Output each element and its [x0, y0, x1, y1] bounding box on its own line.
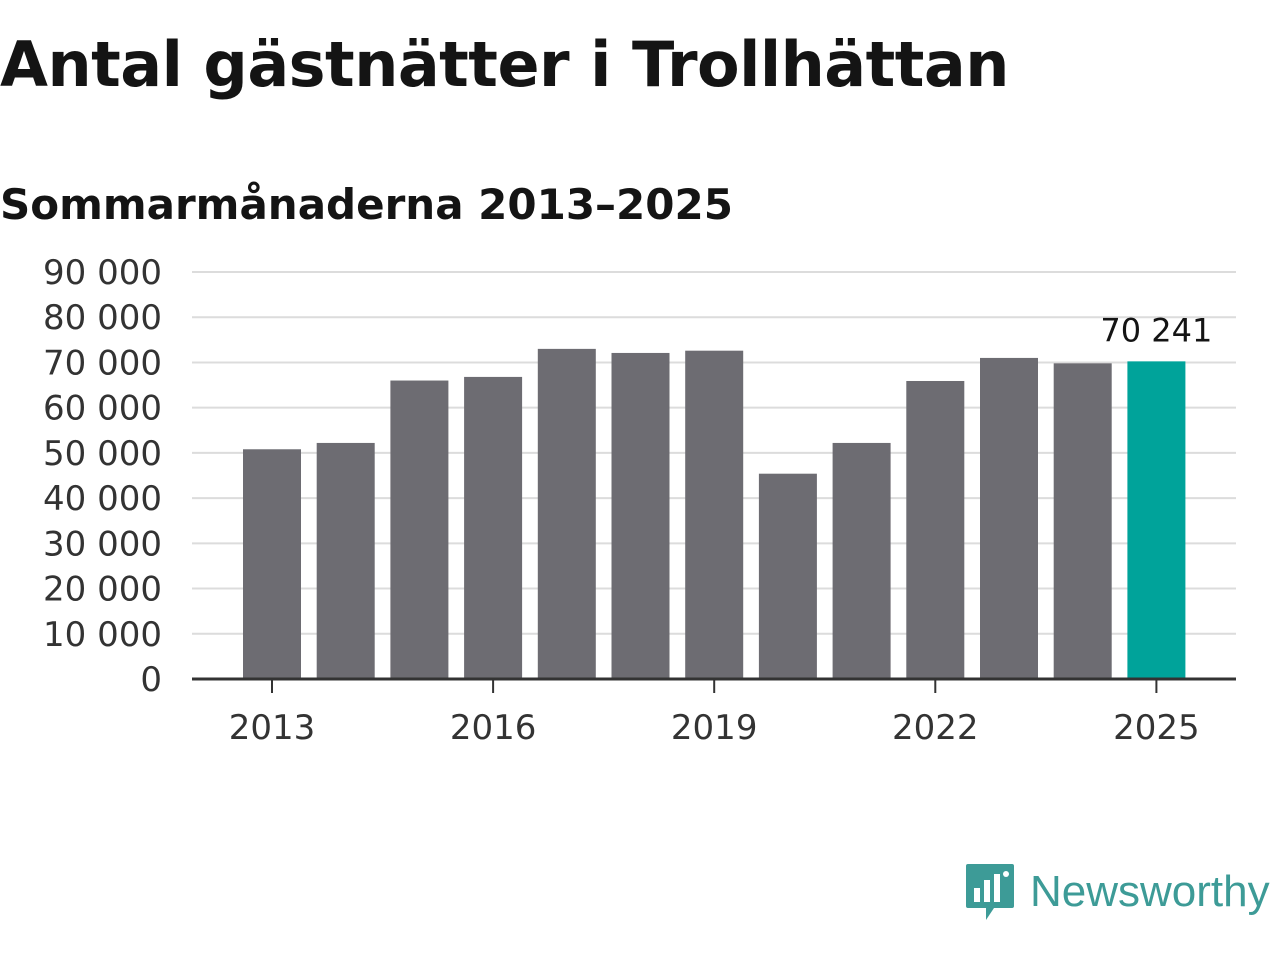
y-tick-label: 20 000 [43, 570, 162, 610]
newsworthy-logo: Newsworthy [964, 862, 1270, 922]
x-tick-label: 2025 [1113, 708, 1200, 748]
x-axis-tick-labels: 2013 2016 2019 2022 2025 [229, 708, 1200, 748]
bar-2022 [906, 380, 965, 679]
y-tick-label: 90 000 [43, 253, 162, 293]
bar-2021 [832, 442, 891, 679]
bar-2025 [1127, 361, 1186, 679]
bar-2020 [758, 473, 817, 679]
newsworthy-bar-chart-icon [966, 864, 1014, 920]
x-tick-label: 2013 [229, 708, 316, 748]
bar-2015 [390, 380, 449, 679]
bar-2018 [611, 352, 670, 679]
bars [243, 348, 1186, 679]
bar-2016 [464, 376, 523, 679]
bar-2024 [1053, 363, 1112, 679]
y-tick-label: 80 000 [43, 298, 162, 338]
y-tick-label: 40 000 [43, 479, 162, 519]
x-tick-label: 2016 [450, 708, 537, 748]
x-tick-label: 2019 [671, 708, 758, 748]
x-tick-label: 2022 [892, 708, 979, 748]
y-tick-label: 30 000 [43, 524, 162, 564]
y-tick-label: 10 000 [43, 615, 162, 655]
bar-2014 [316, 442, 375, 679]
y-tick-label: 70 000 [43, 343, 162, 383]
chart-subtitle: Sommarmånaderna 2013–2025 [0, 180, 733, 229]
y-tick-label: 0 [140, 660, 162, 700]
y-tick-label: 50 000 [43, 434, 162, 474]
y-axis-tick-labels: 0 10 000 20 000 30 000 40 000 50 000 60 000 70 … [43, 253, 162, 700]
data-labels: 70 241 [1100, 311, 1212, 349]
y-tick-label: 60 000 [43, 389, 162, 429]
chart-title: Antal gästnätter i Trollhättan [0, 28, 1009, 101]
x-axis [192, 677, 1236, 693]
bar-2019 [685, 350, 744, 679]
bar-2017 [537, 348, 596, 679]
bar-2013 [243, 449, 301, 679]
brand-name: Newsworthy [1030, 867, 1270, 916]
bar-2023 [980, 357, 1038, 679]
data-label-2025: 70 241 [1100, 311, 1212, 349]
